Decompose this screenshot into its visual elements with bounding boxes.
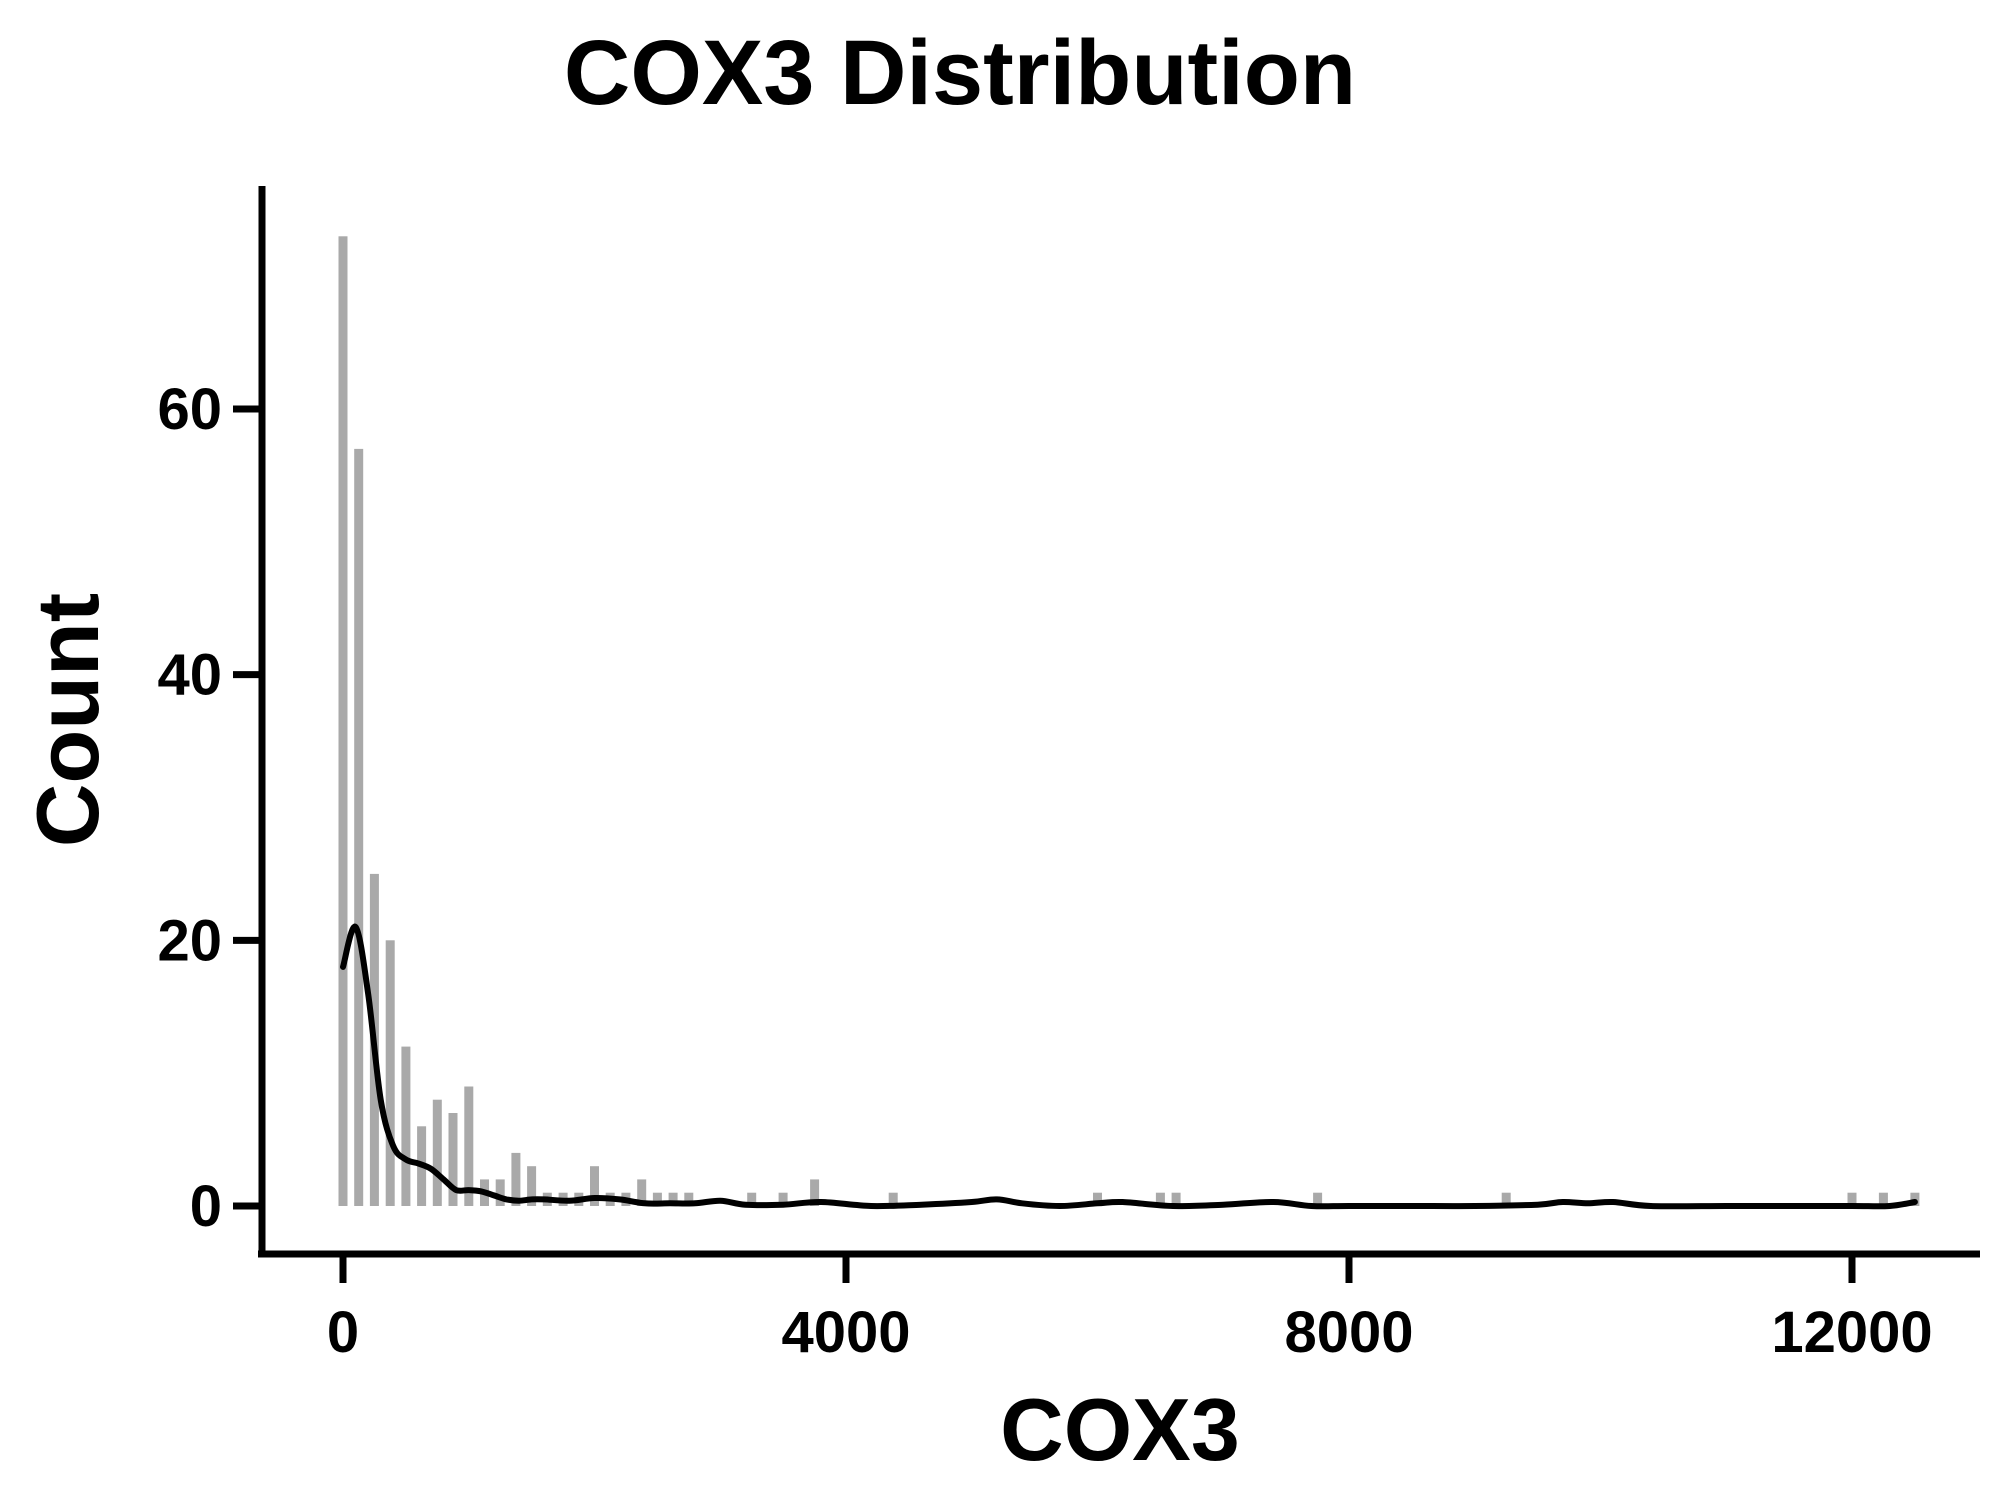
histogram-bar <box>1878 1192 1888 1206</box>
histogram-bar <box>778 1192 788 1206</box>
y-tick-label: 60 <box>157 377 222 442</box>
histogram-bar <box>1171 1192 1181 1206</box>
histogram-bar <box>810 1179 820 1206</box>
histogram-bar <box>668 1192 678 1206</box>
y-axis-label: Count <box>18 593 117 847</box>
histogram-bar <box>652 1192 662 1206</box>
histogram-bar <box>747 1192 757 1206</box>
histogram-bar <box>464 1086 474 1206</box>
density-curve-layer <box>340 923 1918 1210</box>
histogram-bar <box>1155 1192 1165 1206</box>
y-tick-label: 40 <box>157 643 222 708</box>
histogram-bar <box>495 1179 505 1206</box>
histogram-bar <box>637 1179 647 1206</box>
histogram-bar <box>590 1166 599 1206</box>
x-tick-label: 4000 <box>781 1300 910 1365</box>
y-tick-label: 20 <box>157 908 222 973</box>
histogram-bar <box>527 1166 537 1206</box>
x-tick-label: 8000 <box>1284 1300 1413 1365</box>
histogram-bar <box>1313 1192 1323 1206</box>
histogram-bar <box>401 1046 411 1206</box>
histogram-bar <box>385 940 395 1206</box>
histogram-bar <box>1093 1192 1102 1206</box>
histogram-bar <box>684 1192 694 1206</box>
y-axis-ticks: 0 20 40 60 <box>157 377 262 1239</box>
histogram-bar <box>338 236 348 1207</box>
histogram-bar <box>1847 1192 1857 1206</box>
histogram-bar <box>354 448 364 1206</box>
histogram-bar <box>511 1152 521 1206</box>
chart-title: COX3 Distribution <box>564 22 1356 124</box>
histogram-bar <box>432 1099 442 1206</box>
density-curve <box>340 923 1918 1210</box>
x-tick-label: 0 <box>327 1300 359 1365</box>
bars-layer <box>338 236 1920 1207</box>
histogram-bar <box>448 1113 458 1206</box>
x-tick-label: 12000 <box>1771 1300 1932 1365</box>
y-tick-label: 0 <box>190 1174 222 1239</box>
x-axis-label: COX3 <box>1000 1380 1240 1479</box>
histogram-bar <box>1501 1192 1511 1206</box>
histogram-bar <box>888 1192 898 1206</box>
x-axis-ticks: 0 4000 8000 12000 <box>327 1254 1933 1365</box>
